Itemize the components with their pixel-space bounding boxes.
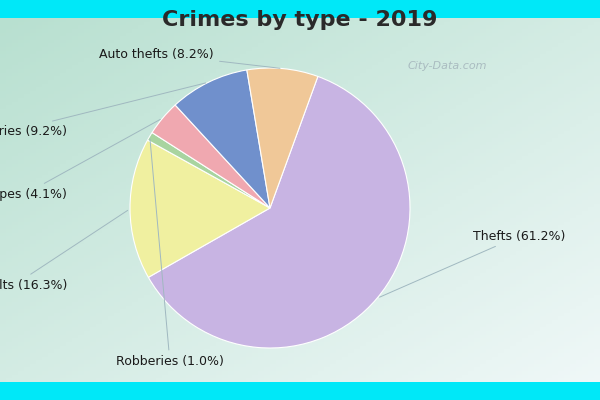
Text: Burglaries (9.2%): Burglaries (9.2%) [0,83,206,138]
Wedge shape [130,140,270,277]
Text: Rapes (4.1%): Rapes (4.1%) [0,119,160,200]
Wedge shape [152,105,270,208]
Wedge shape [148,76,410,348]
Text: Auto thefts (8.2%): Auto thefts (8.2%) [100,48,280,68]
Text: City-Data.com: City-Data.com [407,61,487,71]
Text: Crimes by type - 2019: Crimes by type - 2019 [163,10,437,30]
Text: Thefts (61.2%): Thefts (61.2%) [380,230,565,297]
Text: Assaults (16.3%): Assaults (16.3%) [0,210,128,292]
Wedge shape [175,70,270,208]
Wedge shape [247,68,318,208]
Wedge shape [148,132,270,208]
Text: Robberies (1.0%): Robberies (1.0%) [116,139,224,368]
